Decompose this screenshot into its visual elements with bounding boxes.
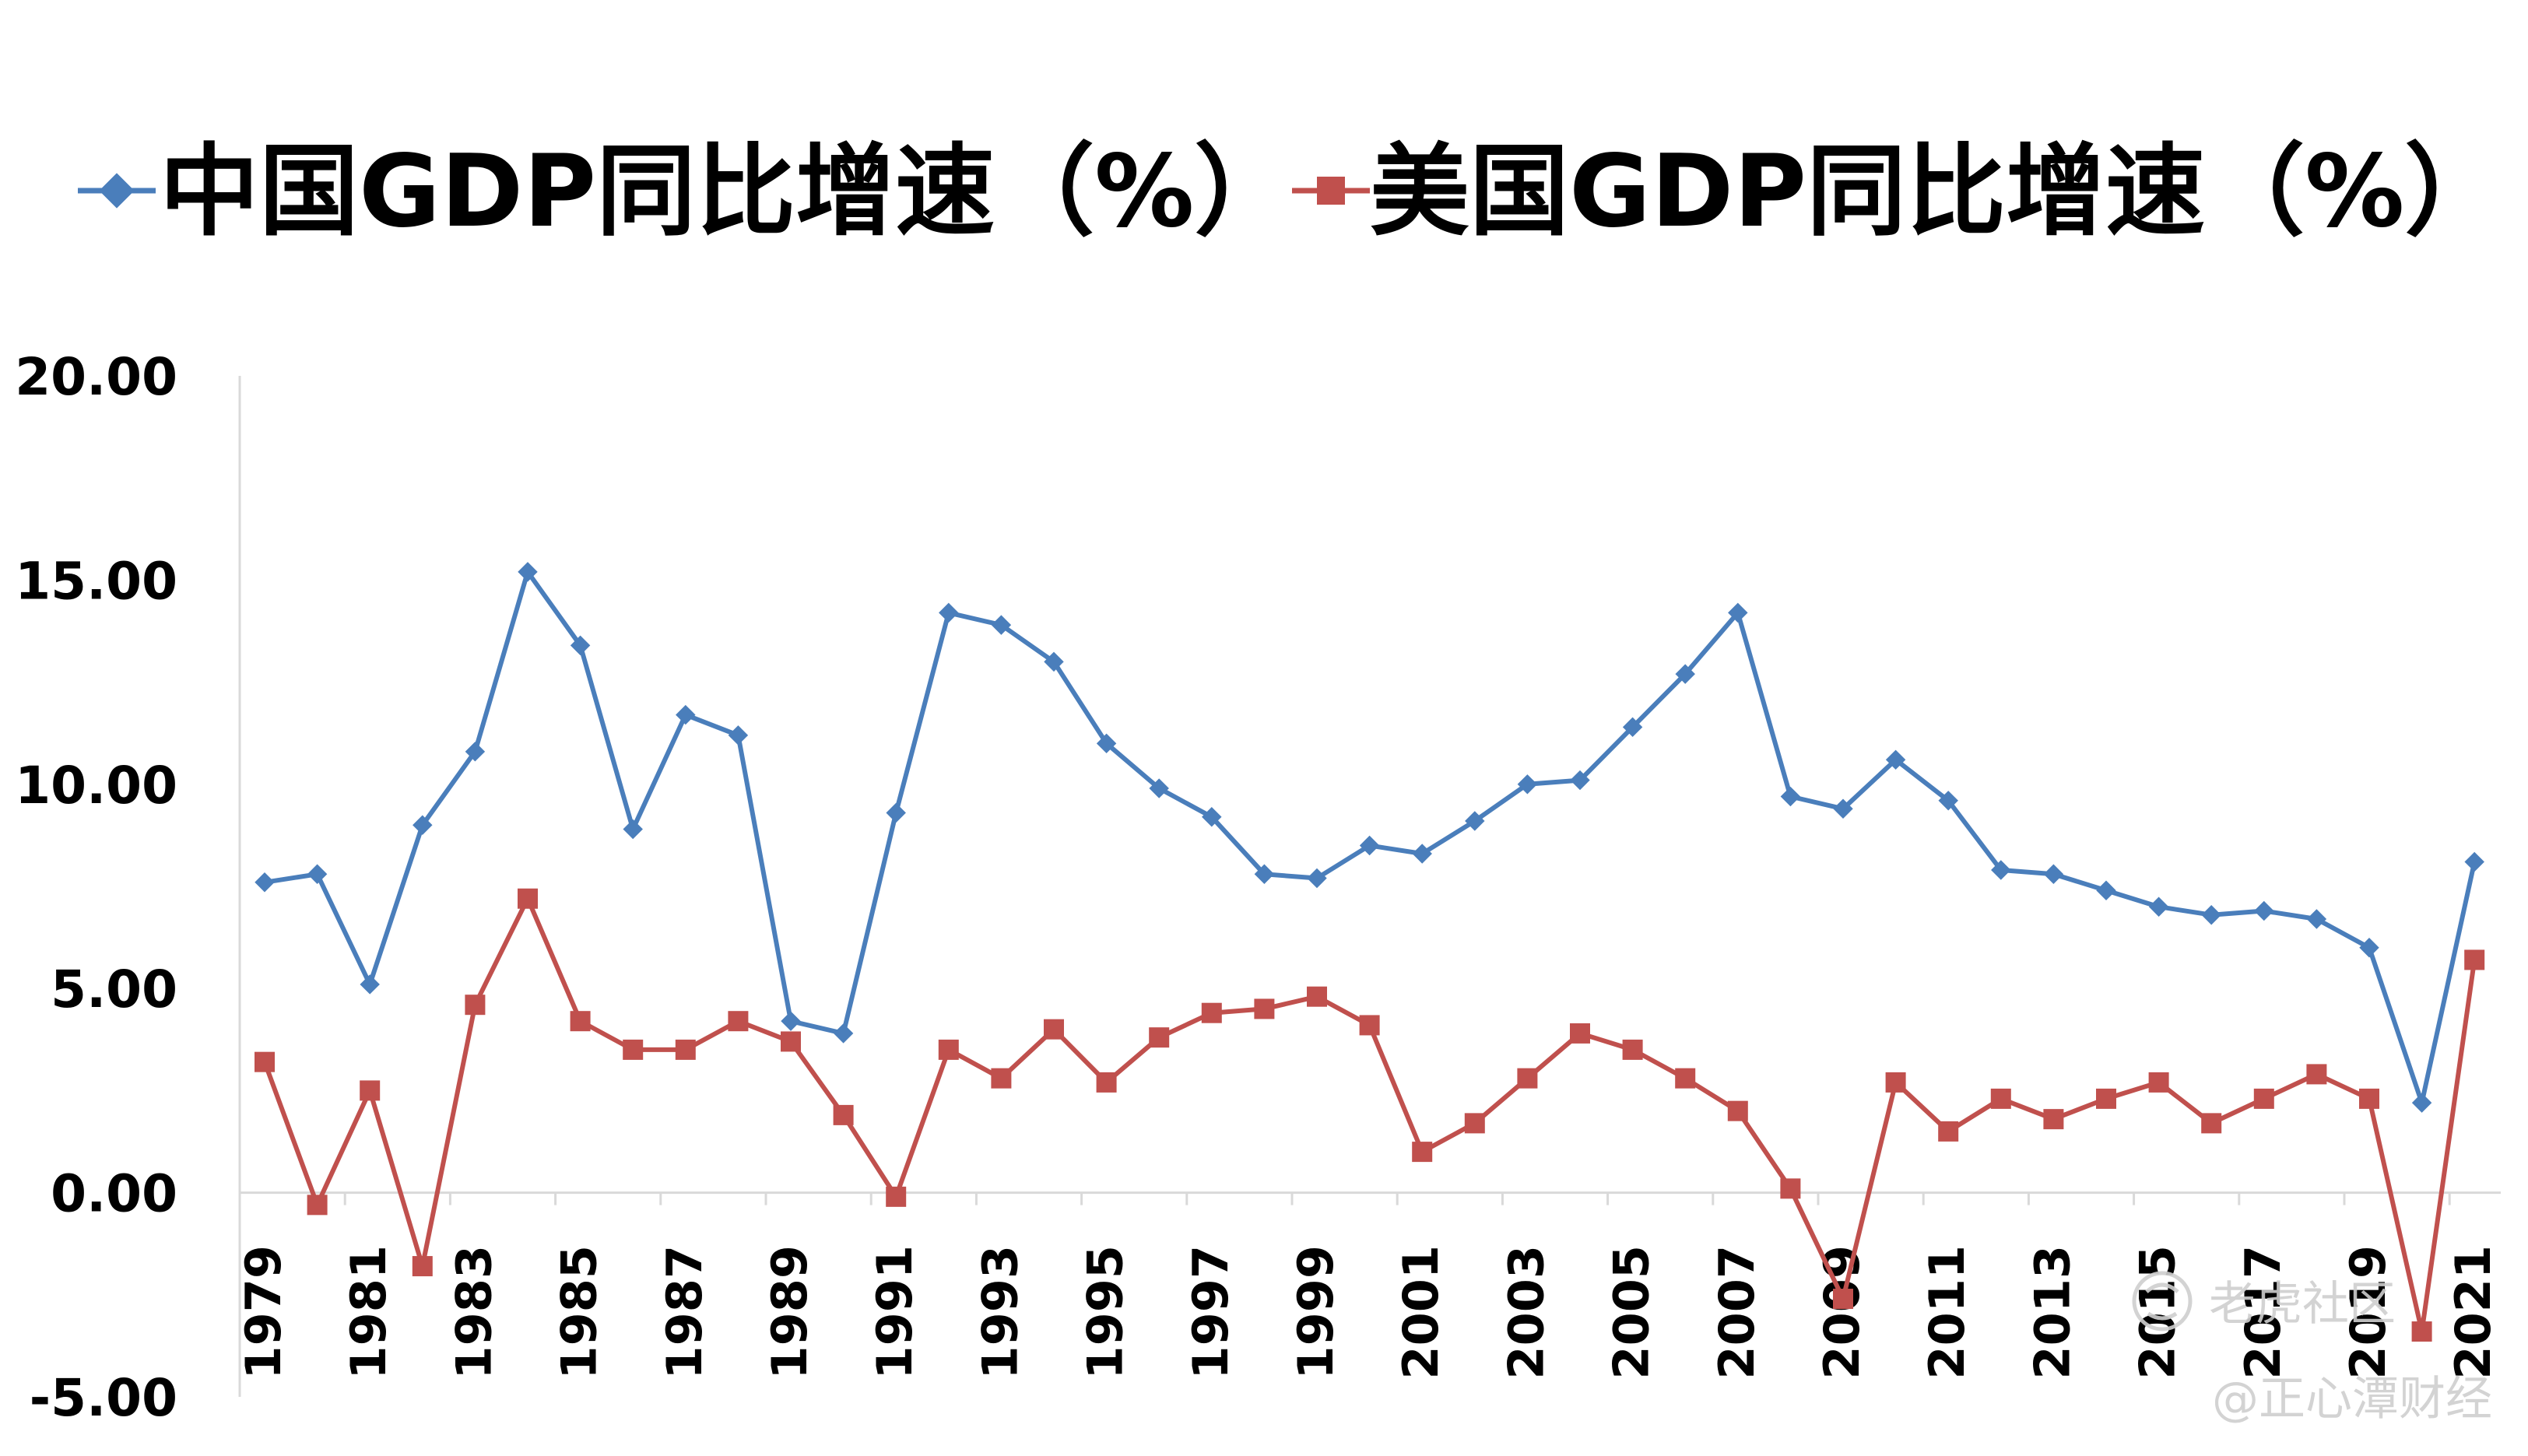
y-tick-label: 0.00 xyxy=(51,1164,177,1224)
data-point xyxy=(412,1256,433,1277)
x-tick-label: 2003 xyxy=(1497,1245,1554,1380)
data-point xyxy=(676,704,696,725)
x-tick-label: 1999 xyxy=(1287,1245,1344,1380)
data-point xyxy=(1464,1113,1485,1134)
data-point xyxy=(518,562,538,582)
data-point xyxy=(1254,998,1275,1019)
series-us xyxy=(255,888,2485,1342)
x-tick-label: 1991 xyxy=(866,1245,923,1380)
x-tick-label: 2009 xyxy=(1813,1245,1870,1380)
x-axis xyxy=(238,1191,2501,1205)
data-point xyxy=(2411,1321,2432,1342)
legend-marker-us xyxy=(1317,177,1345,205)
data-point xyxy=(1675,1068,1696,1089)
x-tick-label: 1979 xyxy=(235,1245,292,1380)
data-point xyxy=(255,1051,275,1072)
x-tick-label: 2001 xyxy=(1392,1245,1449,1380)
data-point xyxy=(2359,1088,2379,1109)
data-point xyxy=(781,1031,801,1052)
x-tick-label: 1989 xyxy=(761,1245,818,1380)
data-point xyxy=(728,725,749,746)
data-point xyxy=(1622,1039,1643,1060)
x-tick-label: 1985 xyxy=(551,1245,608,1380)
watermark-tiger-icon xyxy=(2132,1271,2193,1331)
data-point xyxy=(570,1011,591,1032)
y-tick-label: -5.00 xyxy=(30,1368,177,1428)
data-point xyxy=(1990,1088,2011,1109)
data-point xyxy=(1780,1178,1801,1199)
data-point xyxy=(1885,1072,1906,1093)
data-point xyxy=(2306,1064,2327,1085)
x-tick-label: 1995 xyxy=(1077,1245,1134,1380)
legend-label-china: 中国GDP同比增速（%） xyxy=(160,134,1294,250)
y-tick-label: 20.00 xyxy=(15,347,177,407)
y-tick-label: 15.00 xyxy=(15,551,177,611)
watermark: 老虎社区 @正心潭财经 xyxy=(2132,1271,2492,1426)
data-point xyxy=(1412,1142,1433,1163)
data-point xyxy=(833,1104,854,1125)
x-tick-label: 1983 xyxy=(445,1245,502,1380)
data-point xyxy=(2148,1072,2169,1093)
x-tick-label: 2007 xyxy=(1708,1245,1765,1380)
legend-item-us: 美国GDP同比增速（%） xyxy=(1292,134,2504,250)
data-point xyxy=(1938,1121,1959,1142)
y-tick-label: 10.00 xyxy=(15,756,177,816)
data-point xyxy=(1833,1289,1853,1310)
y-axis-ticks: 20.00 15.00 10.00 5.00 0.00 -5.00 xyxy=(15,347,177,1428)
data-point xyxy=(1570,1023,1590,1044)
legend-item-china: 中国GDP同比增速（%） xyxy=(78,134,1294,250)
data-point xyxy=(2096,1088,2116,1109)
x-tick-label: 1981 xyxy=(340,1245,397,1380)
watermark-author: @正心潭财经 xyxy=(2212,1372,2492,1426)
x-tick-label: 1987 xyxy=(656,1245,713,1380)
legend-label-us: 美国GDP同比增速（%） xyxy=(1370,134,2504,250)
x-tick-label: 1993 xyxy=(971,1245,1028,1380)
legend-marker-china xyxy=(99,173,135,209)
x-tick-label: 1997 xyxy=(1182,1245,1239,1380)
data-point xyxy=(1096,1072,1117,1093)
data-point xyxy=(2043,1109,2064,1130)
x-tick-label: 2017 xyxy=(2235,1245,2291,1380)
data-point xyxy=(2253,1088,2274,1109)
data-point xyxy=(886,1186,907,1207)
data-point xyxy=(623,1039,644,1060)
watermark-tiger-icon-detail xyxy=(2145,1282,2179,1321)
data-point xyxy=(1359,1015,1380,1036)
data-point xyxy=(1149,1027,1170,1048)
data-point xyxy=(1727,1100,1748,1121)
data-point xyxy=(1517,1068,1538,1089)
data-point xyxy=(675,1039,696,1060)
data-point xyxy=(570,635,591,656)
data-point xyxy=(938,1039,959,1060)
x-axis-tick-labels: 1979 1981 1983 1985 1987 1989 1991 1993 1995 1997… xyxy=(235,1245,2502,1380)
x-tick-label: 2019 xyxy=(2340,1245,2396,1380)
data-point xyxy=(1044,1019,1064,1040)
x-tick-label: 2005 xyxy=(1603,1245,1660,1380)
x-tick-label: 2015 xyxy=(2129,1245,2186,1380)
data-point xyxy=(2464,949,2485,970)
data-point xyxy=(307,1195,328,1216)
data-point xyxy=(465,995,486,1016)
watermark-community: 老虎社区 xyxy=(2209,1277,2396,1331)
data-point xyxy=(360,1080,381,1101)
x-tick-label: 2021 xyxy=(2445,1245,2502,1380)
x-tick-label: 2013 xyxy=(2024,1245,2080,1380)
data-point xyxy=(991,1068,1012,1089)
legend: 中国GDP同比增速（%） 美国GDP同比增速（%） xyxy=(78,134,2504,250)
data-point xyxy=(1201,1002,1222,1023)
data-point xyxy=(1307,986,1327,1007)
data-point xyxy=(728,1011,749,1032)
data-point xyxy=(465,742,486,762)
y-tick-label: 5.00 xyxy=(51,960,177,1019)
x-tick-label: 2011 xyxy=(1919,1245,1975,1380)
data-point xyxy=(2201,1113,2222,1134)
data-point xyxy=(518,888,538,909)
